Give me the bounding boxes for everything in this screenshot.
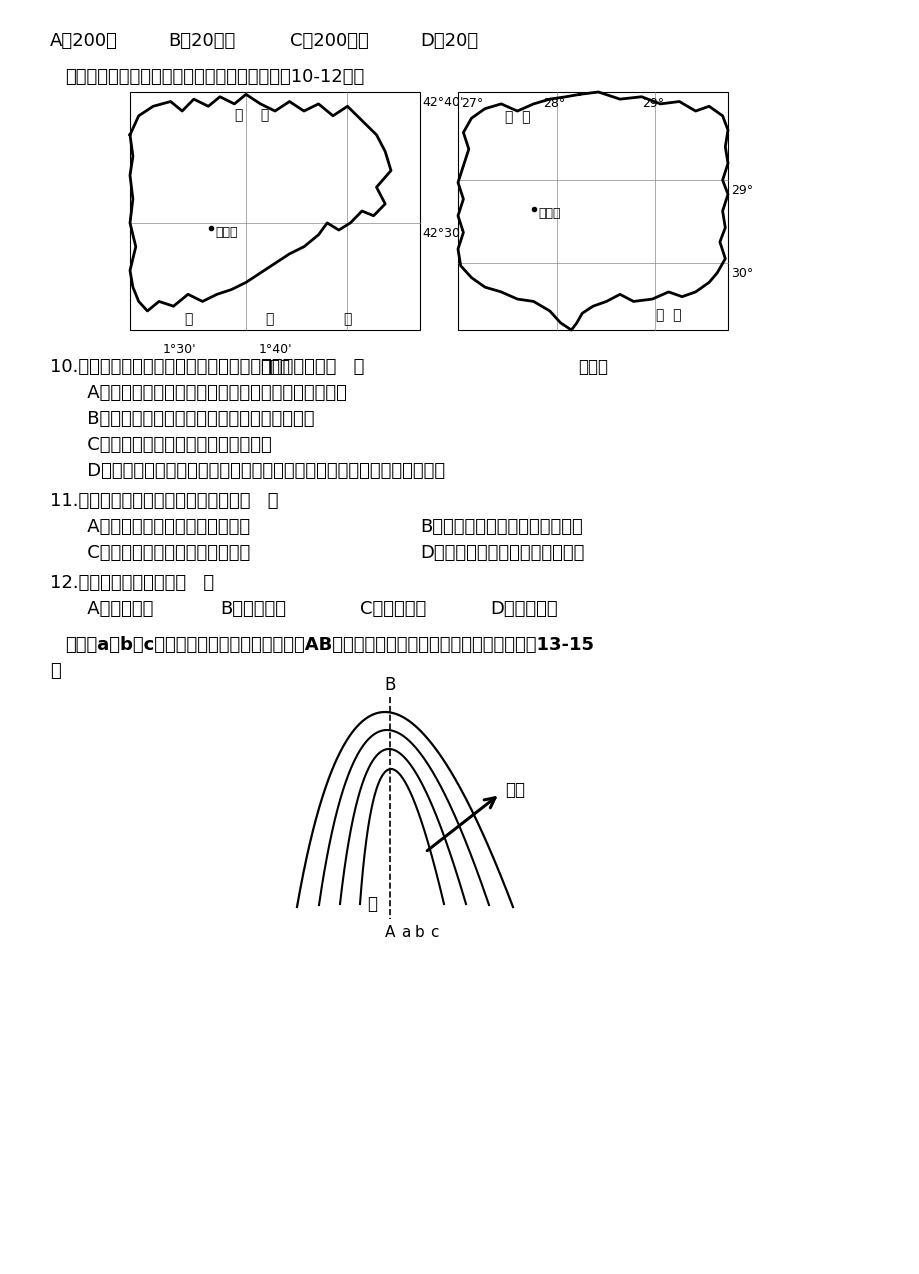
Text: B．比例尺较小，表示的范围较小: B．比例尺较小，表示的范围较小 xyxy=(420,519,582,536)
Bar xyxy=(458,92,727,330)
Text: c: c xyxy=(429,925,437,940)
Text: B: B xyxy=(384,676,395,694)
Text: D．比例尺较大，表示的范围较小: D．比例尺较大，表示的范围较小 xyxy=(420,544,584,562)
Text: 安道尔: 安道尔 xyxy=(260,358,289,376)
Text: a: a xyxy=(401,925,410,940)
Text: 读安道尔和莱索托两国位置和部分城市图。完成10-12题。: 读安道尔和莱索托两国位置和部分城市图。完成10-12题。 xyxy=(65,68,364,87)
Text: 莱索托: 莱索托 xyxy=(577,358,607,376)
Text: D．东南方向: D．东南方向 xyxy=(490,600,557,618)
Text: 题: 题 xyxy=(50,662,61,680)
Text: C．比例尺较小，表示的范围较大: C．比例尺较小，表示的范围较大 xyxy=(70,544,250,562)
Text: 马塞卢: 马塞卢 xyxy=(538,208,561,220)
Text: A．西南方向: A．西南方向 xyxy=(70,600,153,618)
Text: 牙: 牙 xyxy=(343,312,351,326)
Bar xyxy=(130,92,420,330)
Text: C．西北方向: C．西北方向 xyxy=(359,600,425,618)
Text: 法    国: 法 国 xyxy=(234,108,268,122)
Text: 风向: 风向 xyxy=(505,781,525,799)
Text: 29°: 29° xyxy=(731,183,753,197)
Text: 42°30': 42°30' xyxy=(422,227,463,240)
Text: A．200米: A．200米 xyxy=(50,32,118,50)
Text: A．安道尔为温带海洋气候，莱索托为亚热带季风气候: A．安道尔为温带海洋气候，莱索托为亚热带季风气候 xyxy=(70,383,346,403)
Text: 42°40': 42°40' xyxy=(422,96,463,110)
Text: 甲: 甲 xyxy=(367,896,377,913)
Text: 12.安道尔位于马塞卢的（   ）: 12.安道尔位于马塞卢的（ ） xyxy=(50,575,214,592)
Text: 安道尔: 安道尔 xyxy=(215,225,237,240)
Text: 10.下列关于安道尔和莱索托两国气候的说法，正确的是（   ）: 10.下列关于安道尔和莱索托两国气候的说法，正确的是（ ） xyxy=(50,358,364,376)
Text: C．200千米: C．200千米 xyxy=(289,32,369,50)
Text: b: b xyxy=(414,925,425,940)
Text: 班: 班 xyxy=(265,312,273,326)
Text: A: A xyxy=(384,925,395,940)
Text: 29°: 29° xyxy=(641,97,664,110)
Text: 西: 西 xyxy=(184,312,192,326)
Text: C．安道尔和莱索托两国季节恰好相反: C．安道尔和莱索托两国季节恰好相反 xyxy=(70,436,271,454)
Text: 南  非: 南 非 xyxy=(655,308,681,322)
Text: 如图，a、b、c为三条等值线，间距相等，虚线AB为等值线弯曲度最大地方的连线。读图完成13-15: 如图，a、b、c为三条等值线，间距相等，虚线AB为等值线弯曲度最大地方的连线。读… xyxy=(65,636,594,654)
Text: D．安道尔气候适合发展商品谷物农业，莱索托气候适合发展大牧场放牧业: D．安道尔气候适合发展商品谷物农业，莱索托气候适合发展大牧场放牧业 xyxy=(70,462,445,480)
Text: B．东北方向: B．东北方向 xyxy=(220,600,286,618)
Text: 30°: 30° xyxy=(731,268,753,280)
Text: 11.与莱索托图相比较，安道尔图所示（   ）: 11.与莱索托图相比较，安道尔图所示（ ） xyxy=(50,492,278,510)
Text: B．安道尔常受西风控制，莱索托常受副高控制: B．安道尔常受西风控制，莱索托常受副高控制 xyxy=(70,410,314,428)
Text: 1°40': 1°40' xyxy=(258,343,291,355)
Text: D．20米: D．20米 xyxy=(420,32,478,50)
Text: 南  非: 南 非 xyxy=(505,110,529,124)
Text: A．比例尺较大，表示的范围较大: A．比例尺较大，表示的范围较大 xyxy=(70,519,250,536)
Text: B．20千米: B．20千米 xyxy=(168,32,235,50)
Text: 1°30': 1°30' xyxy=(163,343,196,355)
Text: 27°: 27° xyxy=(460,97,482,110)
Text: 28°: 28° xyxy=(543,97,565,110)
